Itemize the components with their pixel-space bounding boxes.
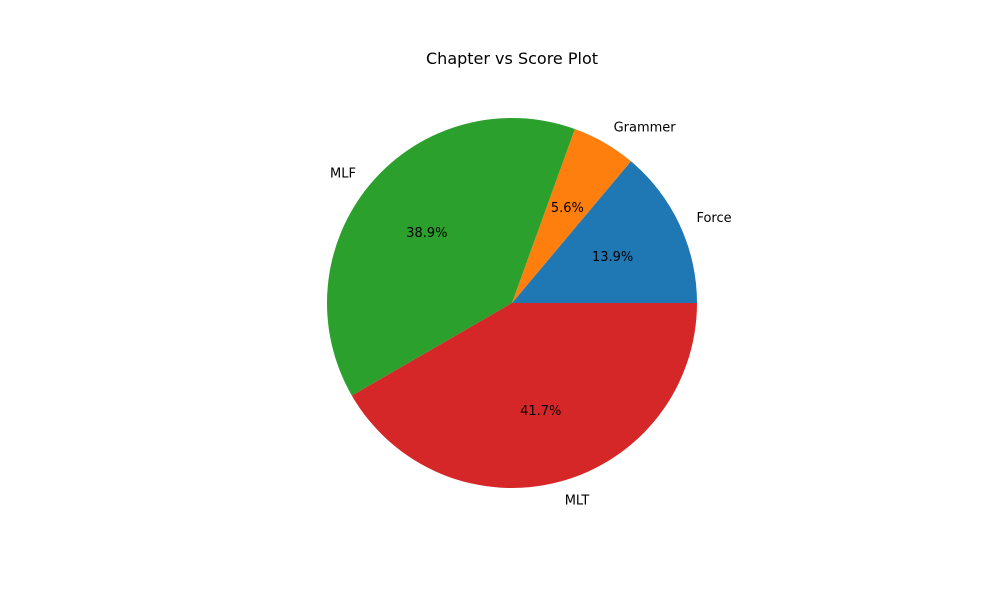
percent-label-mlf: 38.9% — [406, 226, 447, 241]
pie-slice-mlf — [326, 117, 575, 396]
pie-slice-grammer — [512, 129, 631, 303]
slice-label-force: Force — [696, 211, 731, 226]
slice-label-grammer: Grammer — [614, 121, 677, 136]
percent-label-force: 13.9% — [592, 250, 633, 265]
slice-label-mlf: MLF — [330, 166, 356, 181]
slice-label-mlt: MLT — [565, 494, 590, 509]
pie-labels: Force 13.9% Grammer 5.6% MLF 38.9% MLT 41.7% — [330, 121, 732, 509]
pie-slices — [326, 117, 698, 489]
percent-label-mlt: 41.7% — [520, 404, 561, 419]
percent-label-grammer: 5.6% — [551, 201, 584, 216]
chart-title: Chapter vs Score Plot — [426, 49, 598, 68]
pie-slice-force — [512, 161, 698, 303]
pie-slice-mlt — [351, 303, 697, 489]
